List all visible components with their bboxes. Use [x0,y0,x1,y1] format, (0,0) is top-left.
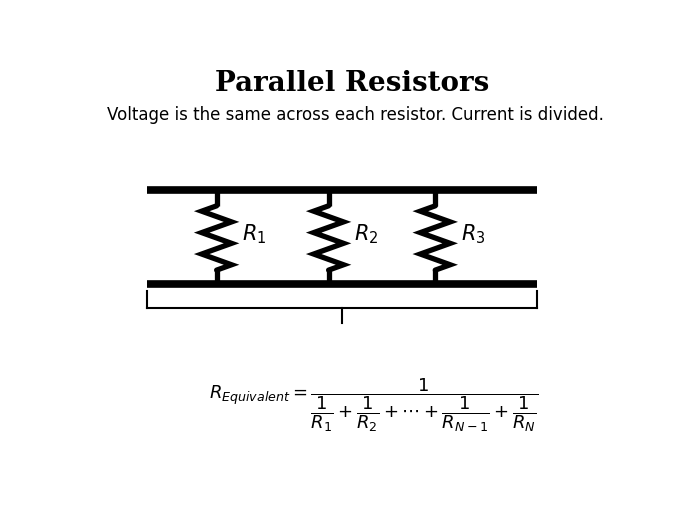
Text: $R_{1}$: $R_{1}$ [242,222,267,245]
Text: $R_{2}$: $R_{2}$ [354,222,378,245]
Text: $R_{3}$: $R_{3}$ [461,222,485,245]
Text: Parallel Resistors: Parallel Resistors [215,70,490,97]
Text: $R_{Equivalent} = \dfrac{1}{\dfrac{1}{R_1}+\dfrac{1}{R_2}+\cdots+\dfrac{1}{R_{N-: $R_{Equivalent} = \dfrac{1}{\dfrac{1}{R_… [209,376,539,433]
Text: Voltage is the same across each resistor. Current is divided.: Voltage is the same across each resistor… [107,106,604,123]
